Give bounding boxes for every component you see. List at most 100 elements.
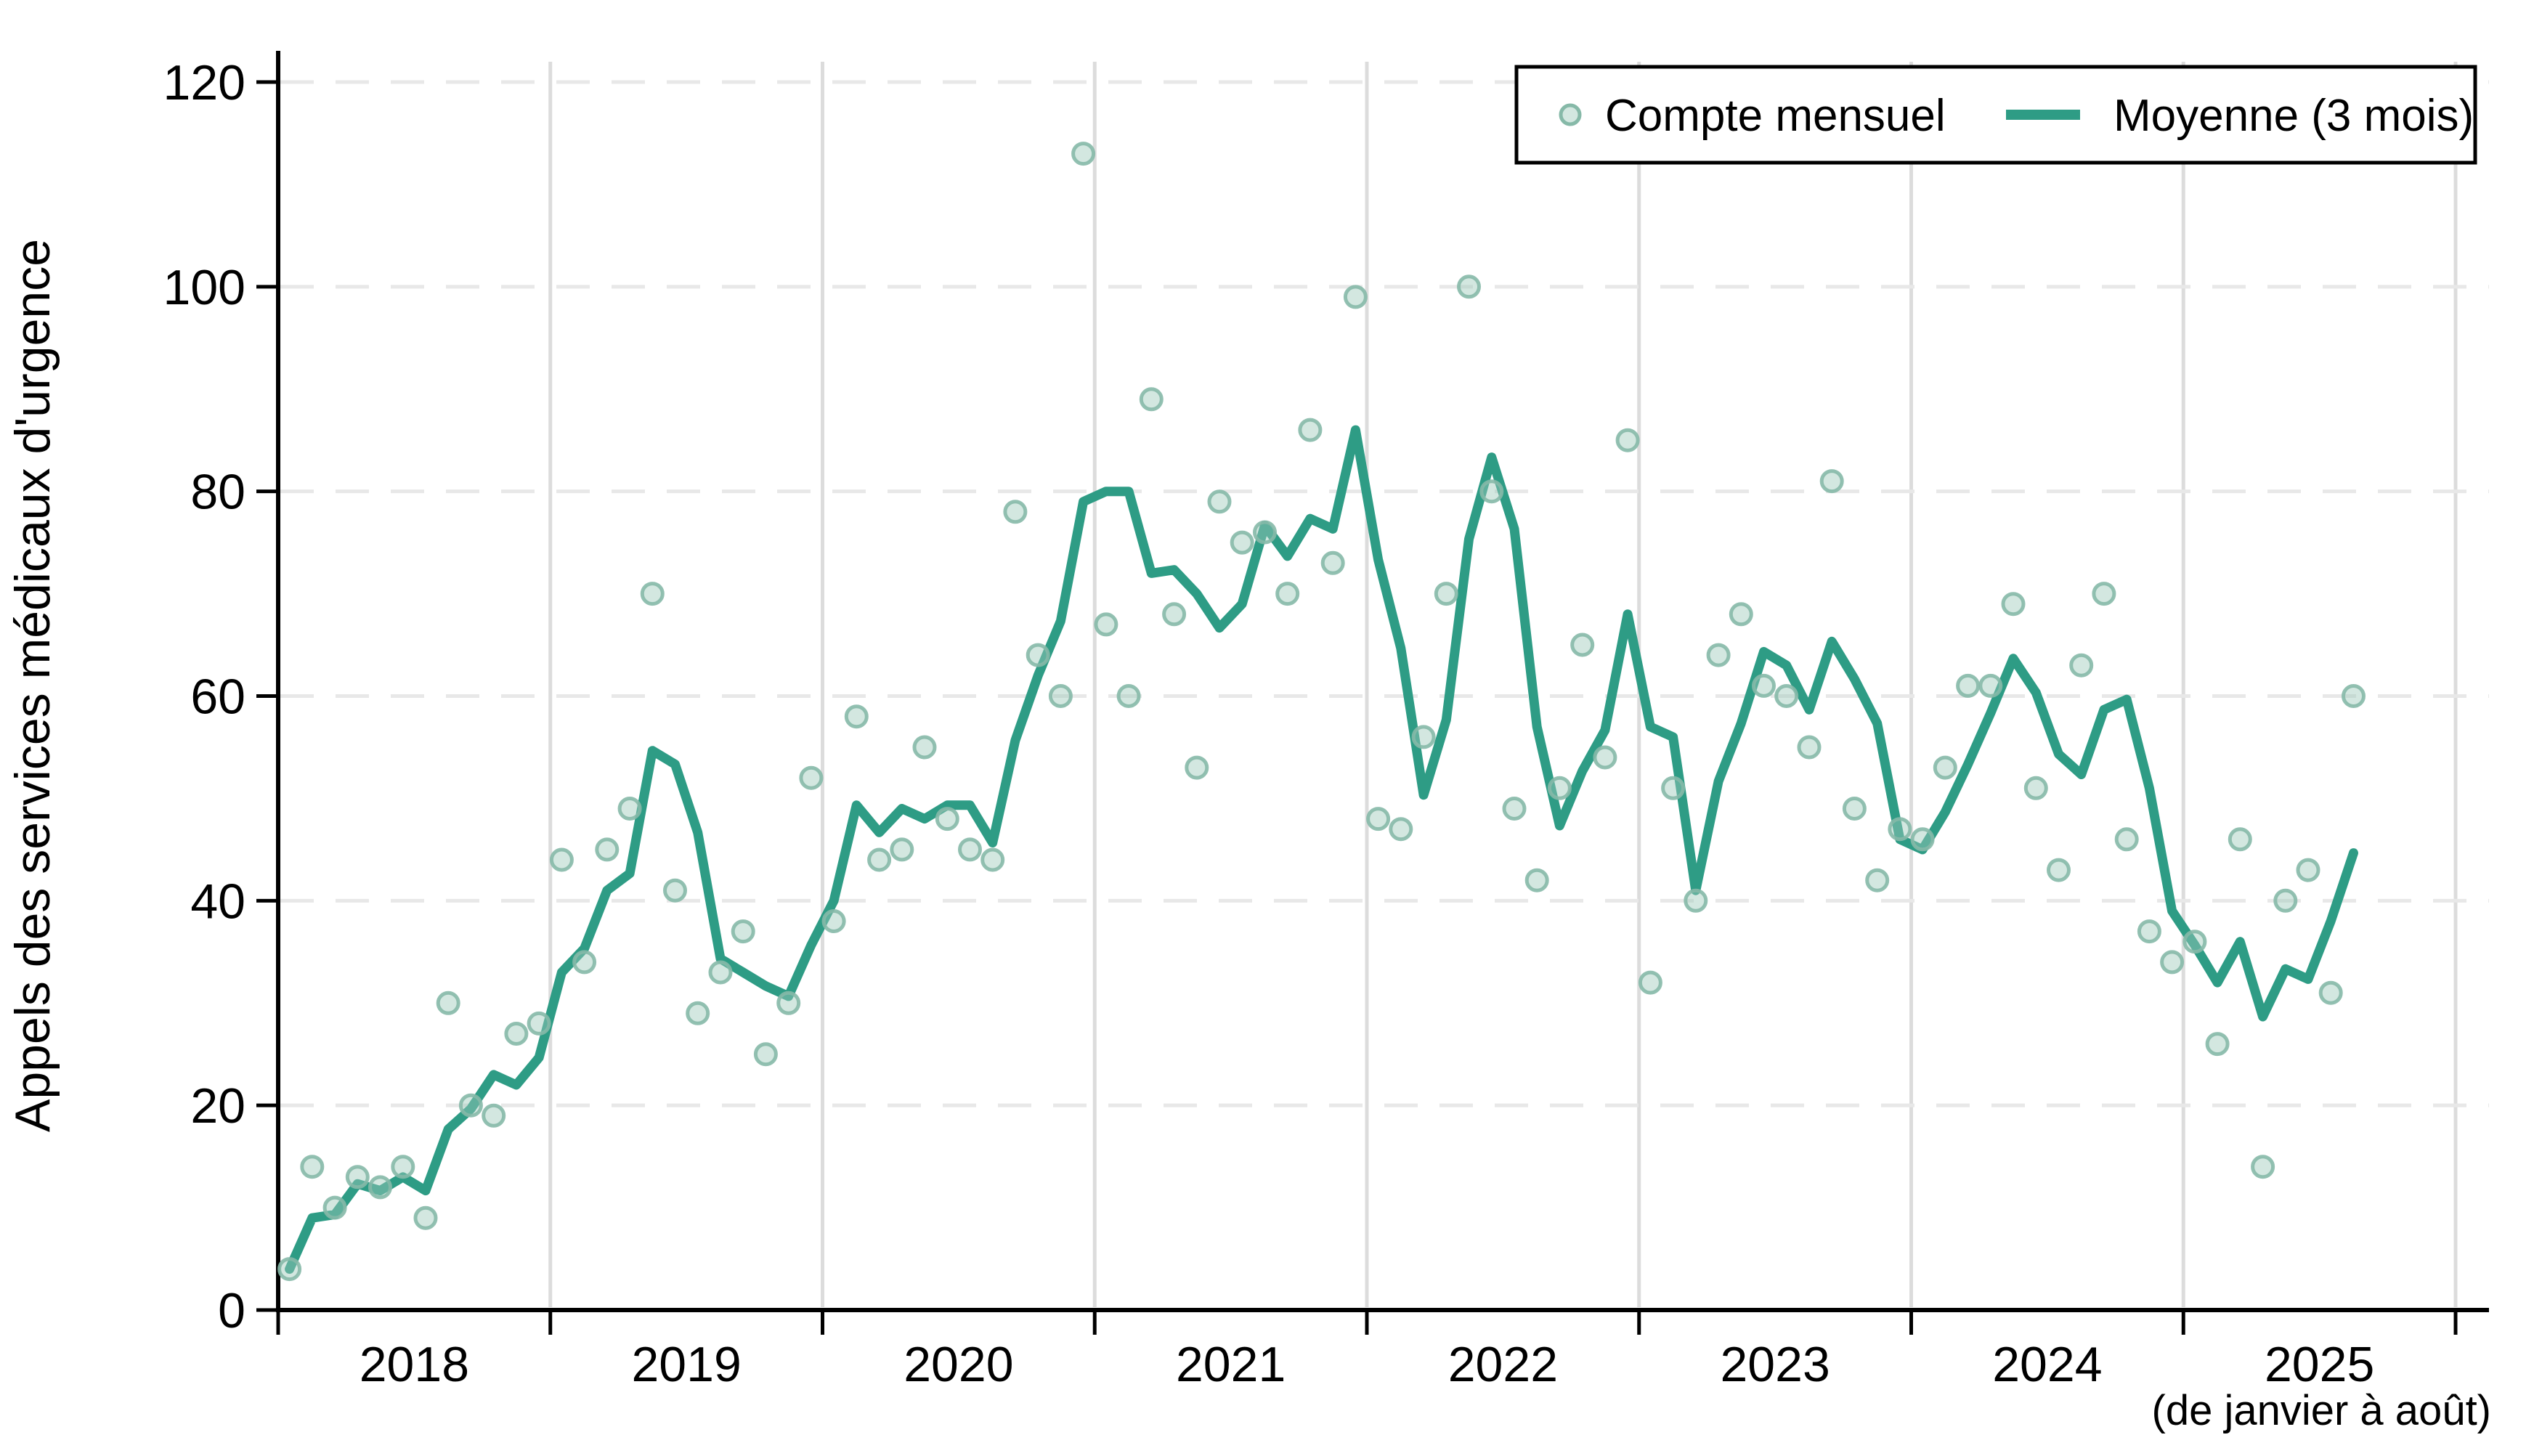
data-point <box>1978 673 2003 698</box>
data-point <box>1139 387 1164 412</box>
data-point <box>1729 602 1753 627</box>
legend-line-label: Moyenne (3 mois) <box>2113 91 2474 141</box>
data-point <box>686 1001 710 1025</box>
data-point <box>617 797 642 821</box>
data-point <box>867 847 892 872</box>
data-point <box>345 1165 370 1189</box>
data-point <box>1615 428 1640 452</box>
data-point <box>1389 817 1413 842</box>
data-point <box>1524 868 1549 892</box>
data-point <box>1343 285 1368 309</box>
data-point <box>958 837 982 862</box>
data-point <box>2092 582 2116 606</box>
data-point <box>663 878 687 903</box>
y-tick-label: 120 <box>163 55 245 110</box>
data-point <box>1842 797 1867 821</box>
x-year-label: 2024 <box>1992 1337 2102 1392</box>
legend-scatter-label: Compte mensuel <box>1605 91 1946 141</box>
data-point <box>413 1205 438 1230</box>
x-year-label: 2018 <box>360 1337 469 1392</box>
data-point <box>2318 980 2343 1005</box>
data-point <box>821 909 846 933</box>
data-point <box>1888 817 1912 842</box>
data-point <box>2228 827 2252 852</box>
data-point <box>1684 888 1708 913</box>
scatter-points <box>277 142 2366 1282</box>
data-point <box>935 807 959 831</box>
data-point <box>1706 643 1731 667</box>
data-point <box>799 765 824 790</box>
data-point <box>1207 489 1232 514</box>
data-point <box>1116 684 1141 708</box>
data-point <box>708 960 733 985</box>
data-point <box>368 1175 392 1200</box>
data-point <box>980 847 1005 872</box>
data-point <box>2137 919 2161 944</box>
data-point <box>1003 500 1028 524</box>
data-point <box>912 735 937 760</box>
x-year-label: 2022 <box>1448 1337 1558 1392</box>
data-point <box>1320 550 1345 575</box>
data-point <box>549 847 574 872</box>
data-point <box>731 919 755 944</box>
y-tick-label: 40 <box>190 874 245 929</box>
x-year-labels: 2018 2019 2020 2021 2022 2023 2024 2025 <box>360 1337 2375 1392</box>
data-point <box>2047 858 2071 882</box>
data-point <box>1185 755 1209 780</box>
data-point <box>1910 827 1935 852</box>
data-point <box>2023 776 2048 800</box>
x-year-label: 2023 <box>1720 1337 1830 1392</box>
data-point <box>1774 684 1799 708</box>
y-tick-label: 0 <box>218 1283 245 1338</box>
data-point <box>1865 868 1890 892</box>
data-point <box>1048 684 1073 708</box>
y-tick-label: 80 <box>190 465 245 520</box>
data-point <box>527 1011 551 1036</box>
data-point <box>300 1155 325 1179</box>
data-point <box>2001 592 2026 617</box>
data-point <box>504 1022 529 1046</box>
data-point <box>1230 530 1254 555</box>
data-point <box>1933 755 1957 780</box>
data-point <box>1411 725 1436 749</box>
y-axis-title: Appels des services médicaux d'urgence <box>5 239 60 1132</box>
x-axis-footnote: (de janvier à août) <box>2152 1387 2491 1434</box>
data-point <box>1434 582 1458 606</box>
data-point <box>1502 797 1527 821</box>
data-point <box>1071 142 1096 166</box>
y-tick-label: 20 <box>190 1078 245 1134</box>
data-point <box>458 1093 483 1118</box>
data-point <box>322 1195 347 1220</box>
data-point <box>1593 745 1617 770</box>
data-point <box>2273 888 2298 913</box>
data-point <box>1752 673 1776 698</box>
y-tick-labels: 0 20 40 60 80 100 120 <box>163 55 245 1338</box>
data-point <box>1661 776 1686 800</box>
data-point <box>277 1257 302 1282</box>
y-tick-label: 60 <box>190 670 245 725</box>
data-point <box>2205 1032 2230 1057</box>
data-point <box>572 950 597 975</box>
data-point <box>776 991 801 1015</box>
data-point <box>2182 930 2207 954</box>
moving-average-line <box>285 425 2358 1274</box>
data-point <box>2251 1155 2275 1179</box>
legend-box <box>1514 65 2477 165</box>
data-point <box>1547 776 1572 800</box>
data-point <box>1298 418 1323 442</box>
data-point <box>436 991 460 1015</box>
data-point <box>1457 274 1481 299</box>
data-point <box>1797 735 1822 760</box>
data-point <box>1094 612 1118 637</box>
legend: Compte mensuel Moyenne (3 mois) <box>1514 65 2477 165</box>
data-point <box>482 1103 506 1128</box>
data-point <box>1570 633 1595 657</box>
data-point <box>2296 858 2320 882</box>
x-year-label: 2021 <box>1176 1337 1286 1392</box>
data-point <box>595 837 620 862</box>
data-point <box>1819 469 1844 494</box>
data-point <box>2160 950 2185 975</box>
y-tick-label: 100 <box>163 260 245 315</box>
